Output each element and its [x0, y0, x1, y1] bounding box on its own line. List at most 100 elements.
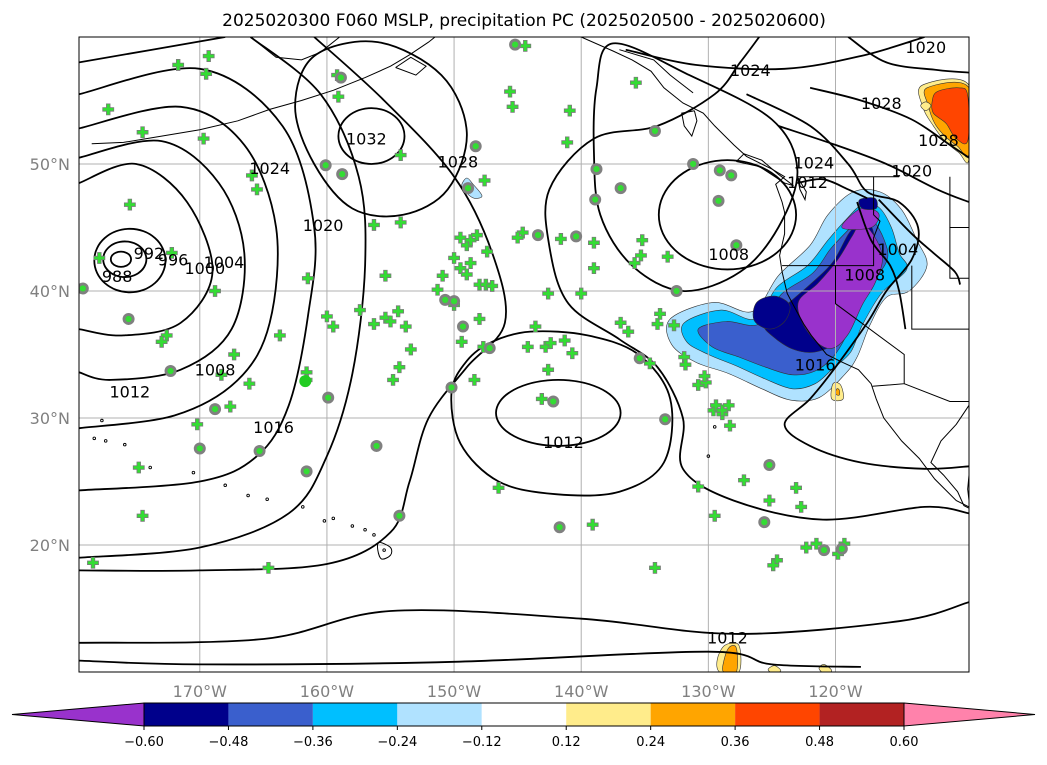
isobar-label: 1004	[204, 253, 245, 272]
plus-marker	[394, 216, 407, 229]
circle-marker-center	[337, 74, 345, 81]
circle-marker-center	[448, 384, 455, 391]
x-tick-label: 170°W	[173, 682, 228, 701]
island-11	[148, 465, 152, 470]
chart-title: 2025020300 F060 MSLP, precipitation PC (…	[222, 11, 826, 31]
x-tick-label: 150°W	[427, 682, 482, 701]
plus-marker	[763, 494, 776, 507]
plus-marker	[679, 358, 692, 371]
colorbar-segment	[735, 703, 820, 726]
isobar-3	[79, 67, 317, 492]
circle-marker-center	[442, 296, 449, 303]
plus-marker	[246, 169, 258, 182]
circle-marker-center	[486, 345, 493, 352]
plus-marker	[544, 337, 557, 349]
plus-marker	[622, 325, 635, 338]
island-1	[372, 533, 376, 537]
isobar-16	[778, 125, 969, 203]
isobar-2	[79, 105, 279, 430]
plus-marker	[431, 283, 444, 296]
coastline-13	[835, 265, 905, 387]
isobar-1	[79, 139, 246, 381]
circle-marker-center	[662, 416, 669, 423]
isobar-closed-4	[495, 378, 622, 447]
plus-marker	[392, 305, 405, 318]
plus-marker	[654, 307, 666, 320]
plus-marker	[628, 257, 641, 269]
isobar-label: 992	[134, 244, 165, 263]
plus-marker	[155, 335, 168, 348]
plus-marker	[165, 247, 178, 259]
x-tick-label: 130°W	[681, 682, 736, 701]
circle-marker-center	[838, 545, 845, 552]
isobar-12	[878, 198, 961, 285]
island-17	[706, 454, 711, 458]
plus-marker	[724, 419, 736, 432]
plus-marker	[273, 329, 286, 342]
plus-marker	[588, 262, 600, 275]
plus-marker	[224, 400, 237, 413]
plus-marker	[516, 226, 529, 239]
island-14	[92, 436, 97, 441]
island-6	[301, 505, 305, 509]
isobar-label: 1012	[707, 629, 748, 648]
plus-marker	[668, 319, 680, 332]
y-tick-label: 50°N	[30, 155, 70, 174]
plus-marker	[387, 374, 399, 386]
isobar-4	[79, 37, 226, 64]
circle-marker-center	[464, 185, 472, 192]
circle-marker-center	[728, 172, 735, 179]
plus-marker	[301, 272, 314, 285]
plus-marker	[795, 501, 808, 513]
isobar-9	[544, 37, 969, 521]
plus-marker	[651, 318, 664, 330]
coastline-9	[796, 176, 807, 202]
plus-marker	[566, 347, 579, 360]
isobar-contours	[79, 37, 969, 668]
plus-marker	[200, 67, 213, 80]
plus-marker	[692, 480, 705, 493]
plus-marker	[202, 50, 215, 62]
colorbar-segment	[819, 703, 904, 726]
plus-marker	[460, 268, 473, 281]
precip-area-5	[797, 223, 883, 349]
isobar-15	[809, 86, 969, 159]
coastline-6	[619, 49, 694, 94]
isobar-closed-8	[592, 42, 799, 292]
circle-marker-center	[593, 165, 600, 173]
coastline-14	[949, 227, 969, 279]
plus-marker	[678, 351, 691, 363]
isobar-label: 1000	[185, 259, 226, 278]
circle-marker-center	[196, 445, 203, 452]
plus-marker	[586, 518, 599, 531]
plus-marker	[698, 370, 711, 382]
isobar-11	[797, 178, 868, 200]
plus-marker	[478, 174, 491, 187]
circle-marker-center	[450, 298, 458, 305]
plus-marker	[354, 304, 366, 316]
colorbar-segment	[144, 703, 229, 726]
plus-marker	[87, 556, 99, 569]
plus-marker	[614, 316, 627, 329]
plus-marker	[575, 287, 588, 300]
isobar-closed-0	[109, 250, 133, 268]
colorbar-tick-label: 0.36	[721, 735, 750, 750]
plus-marker	[228, 348, 241, 361]
coastline-3	[91, 37, 436, 145]
plus-marker	[399, 320, 412, 333]
plus-marker	[327, 320, 340, 333]
circle-marker-center	[550, 398, 557, 405]
circle-marker-center	[766, 461, 773, 469]
plus-marker	[160, 329, 173, 342]
map-frame	[78, 36, 970, 673]
isobar-label: 1008	[195, 361, 236, 380]
circle-marker-center	[472, 143, 479, 150]
plus-marker	[542, 363, 555, 376]
station-markers	[79, 38, 851, 574]
isobar-label: 1012	[109, 382, 150, 401]
plus-marker	[243, 377, 256, 390]
island-16	[712, 425, 717, 429]
plus-marker	[738, 474, 750, 487]
